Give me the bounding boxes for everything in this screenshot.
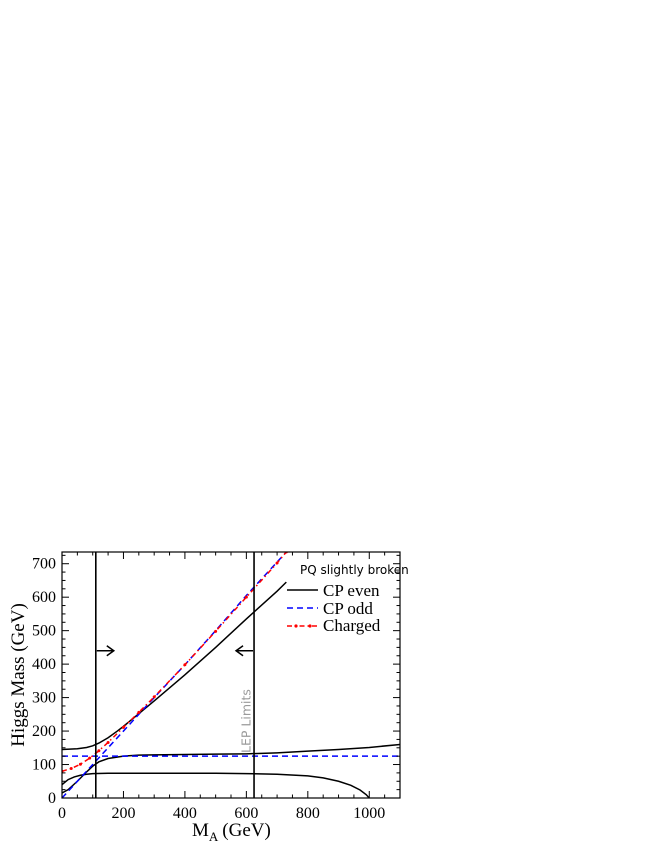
legend: PQ slightly broken CP even CP odd Charge… [287,563,409,635]
arrow-right [96,645,116,657]
y-tick-label-600: 600 [32,589,56,606]
lep-limits-label: LEP Limits [238,689,253,753]
y-axis-title: Higgs Mass (GeV) [8,603,29,747]
legend-label-cp-even: CP even [323,581,380,600]
arrow-head [234,645,244,657]
x-axis-title: MA (GeV) [192,820,271,844]
x-tick-label-1000: 1000 [353,805,385,822]
x-tick-label-400: 400 [173,805,197,822]
point-charged-7 [137,710,141,714]
legend-marker-charged-1 [294,624,298,628]
point-charged-3 [88,756,92,760]
arrow-left [234,645,254,657]
x-axis-title-unit: (GeV) [222,820,271,841]
y-tick-label-500: 500 [32,623,56,640]
point-charged-2 [78,762,82,766]
legend-label-charged: Charged [323,616,381,635]
point-charged-4 [97,749,101,753]
arrows [96,645,254,657]
x-tick-label-800: 800 [296,805,320,822]
arrow-head [106,645,116,657]
y-tick-label-400: 400 [32,656,56,673]
x-tick-label-600: 600 [234,805,258,822]
x-tick-label-200: 200 [111,805,135,822]
point-charged-6 [121,725,125,729]
point-charged-5 [106,740,110,744]
x-axis-title-main: M [192,820,209,841]
series-cp-even-middle [62,743,400,794]
y-tick-label-100: 100 [32,757,56,774]
point-charged-10 [214,629,218,633]
y-tick-label-0: 0 [48,790,56,807]
point-charged-1 [69,767,73,771]
series-cp-even-light [62,772,370,798]
legend-label-cp-odd: CP odd [323,599,373,618]
legend-title: PQ slightly broken [300,563,409,577]
y-tick-label-200: 200 [32,723,56,740]
point-charged-11 [244,595,248,599]
legend-marker-charged-2 [308,624,312,628]
x-tick-label-0: 0 [58,805,66,822]
y-tick-label-700: 700 [32,556,56,573]
point-charged-9 [183,663,187,667]
series-charged [62,552,287,772]
axis-ticks [61,552,401,799]
x-axis-title-subscript: A [209,829,219,844]
point-charged-8 [152,695,156,699]
vertical-lines [95,552,255,798]
series-layer [62,552,400,798]
axis-tick-labels: 0 200 400 600 800 1000 0 100 200 300 400 500 600 700 [32,556,385,822]
y-tick-label-300: 300 [32,690,56,707]
point-charged-12 [275,561,279,565]
